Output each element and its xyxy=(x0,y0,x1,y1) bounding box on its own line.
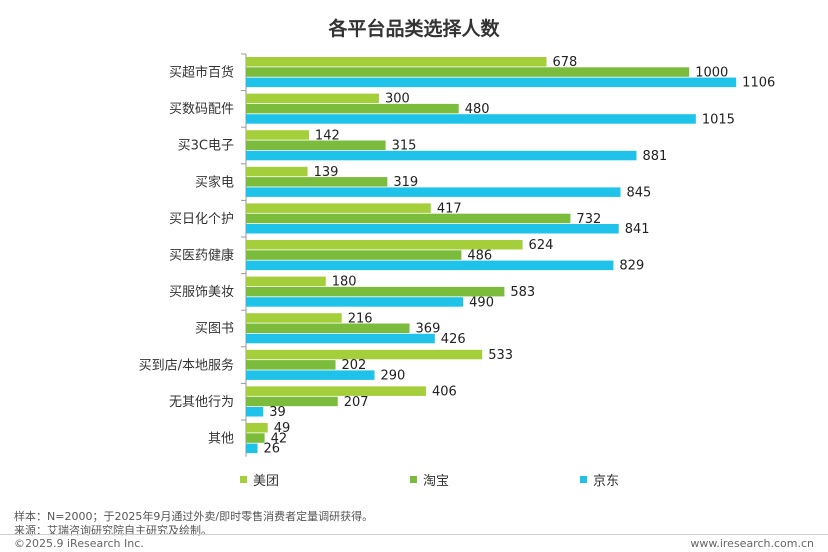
bar-美团 xyxy=(246,130,309,140)
copyright: ©2025.9 iResearch Inc. xyxy=(14,537,144,550)
bar-京东 xyxy=(246,297,464,307)
bar-美团 xyxy=(246,276,326,287)
data-label: 881 xyxy=(642,149,667,164)
bar-京东 xyxy=(246,150,637,161)
category-label: 买家电 xyxy=(195,174,234,190)
legend-label-jd: 京东 xyxy=(593,474,620,489)
data-label: 829 xyxy=(619,259,644,274)
data-label: 315 xyxy=(392,139,417,154)
data-label: 216 xyxy=(348,311,373,326)
legend-item-taobao: 淘宝 xyxy=(410,470,449,489)
bar-淘宝 xyxy=(246,250,462,260)
data-label: 139 xyxy=(314,165,339,180)
bar-chart: 买超市百货 678 1000 1106 买数码配件 300 480 1015 买3C电子 142 3… xyxy=(139,53,775,457)
bar-美团 xyxy=(246,57,547,67)
category-label: 买日化个护 xyxy=(169,212,234,227)
data-label: 486 xyxy=(467,248,492,263)
data-label: 300 xyxy=(385,92,410,107)
data-label: 417 xyxy=(437,202,462,217)
category-label: 买到店/本地服务 xyxy=(139,357,234,373)
bar-京东 xyxy=(246,114,696,124)
data-label: 583 xyxy=(510,285,535,300)
bar-淘宝 xyxy=(246,286,505,297)
bar-淘宝 xyxy=(246,433,265,443)
data-label: 845 xyxy=(627,186,652,201)
category-label: 买超市百货 xyxy=(169,64,234,80)
data-label: 678 xyxy=(552,55,577,70)
bar-美团 xyxy=(246,166,308,177)
data-label: 841 xyxy=(625,222,650,237)
bar-京东 xyxy=(246,224,619,234)
website-link[interactable]: www.iresearch.com.cn xyxy=(690,537,814,550)
category-label: 买服饰美妆 xyxy=(169,285,234,300)
legend-swatch-meituan xyxy=(240,476,247,483)
legend-label-meituan: 美团 xyxy=(253,474,280,489)
data-label: 533 xyxy=(488,348,513,363)
data-label: 42 xyxy=(271,431,288,446)
data-label: 406 xyxy=(432,385,457,400)
data-label: 732 xyxy=(576,212,601,227)
legend-item-meituan: 美团 xyxy=(240,470,279,489)
bar-京东 xyxy=(246,407,264,417)
data-label: 624 xyxy=(529,238,554,253)
bar-美团 xyxy=(246,349,483,360)
data-label: 1000 xyxy=(695,65,728,80)
chart-title: 各平台品类选择人数 xyxy=(328,18,500,40)
bar-淘宝 xyxy=(246,396,338,407)
bar-美团 xyxy=(246,313,342,323)
data-label: 490 xyxy=(469,295,494,310)
bar-京东 xyxy=(246,370,375,380)
bar-淘宝 xyxy=(246,103,459,114)
data-label: 480 xyxy=(465,102,490,117)
data-label: 26 xyxy=(264,442,281,457)
data-label: 1106 xyxy=(742,76,775,91)
legend-swatch-taobao xyxy=(410,476,417,483)
bar-淘宝 xyxy=(246,360,336,370)
bar-京东 xyxy=(246,333,435,344)
bar-美团 xyxy=(246,423,268,433)
bar-美团 xyxy=(246,93,379,104)
legend-swatch-jd xyxy=(580,476,587,483)
bar-京东 xyxy=(246,187,621,197)
category-label: 买医药健康 xyxy=(169,247,234,263)
category-label: 买数码配件 xyxy=(169,102,234,117)
category-label: 买3C电子 xyxy=(178,139,234,154)
data-label: 202 xyxy=(342,358,367,373)
legend-item-jd: 京东 xyxy=(580,470,619,489)
sample-note: 样本：N=2000；于2025年9月通过外卖/即时零售消费者定量调研获得。 xyxy=(14,510,374,523)
bar-美团 xyxy=(246,386,426,396)
data-label: 180 xyxy=(332,275,357,290)
data-label: 142 xyxy=(315,128,340,143)
bar-京东 xyxy=(246,443,258,454)
category-label: 无其他行为 xyxy=(169,395,234,410)
data-label: 426 xyxy=(441,332,466,347)
bar-淘宝 xyxy=(246,140,386,150)
data-label: 319 xyxy=(393,175,418,190)
data-label: 369 xyxy=(416,322,441,337)
source-note: 来源：艾瑞咨询研究院自主研究及绘制。 xyxy=(14,524,212,537)
bar-淘宝 xyxy=(246,67,690,77)
footer-divider xyxy=(0,534,828,535)
bar-淘宝 xyxy=(246,323,410,333)
bar-美团 xyxy=(246,240,523,250)
bar-淘宝 xyxy=(246,213,571,224)
data-label: 39 xyxy=(269,405,286,420)
data-label: 290 xyxy=(381,369,406,384)
bar-京东 xyxy=(246,260,614,271)
legend-label-taobao: 淘宝 xyxy=(423,474,450,489)
bar-美团 xyxy=(246,203,431,213)
bar-淘宝 xyxy=(246,177,388,187)
bar-京东 xyxy=(246,77,737,88)
category-label: 买图书 xyxy=(195,322,234,337)
data-label: 1015 xyxy=(702,112,735,127)
data-label: 49 xyxy=(274,421,291,436)
data-label: 207 xyxy=(344,395,369,410)
category-label: 其他 xyxy=(208,431,234,446)
